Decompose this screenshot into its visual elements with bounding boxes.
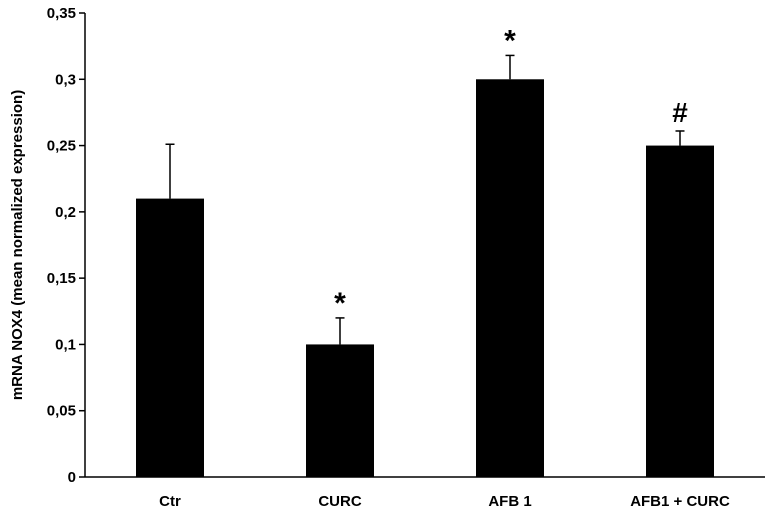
y-tick-label: 0,2 <box>55 204 76 221</box>
significance-marks: * * # <box>334 24 688 319</box>
y-tick-label: 0,15 <box>47 270 76 287</box>
error-bars <box>165 54 685 345</box>
y-tick-label: 0 <box>68 469 76 486</box>
y-ticks <box>79 12 85 478</box>
y-axis-title: mRNA NOX4 (mean normalized expression) <box>9 90 26 400</box>
significance-mark: # <box>672 97 688 128</box>
bar <box>476 79 544 478</box>
y-tick-label: 0,3 <box>55 71 76 88</box>
bar <box>306 344 374 477</box>
x-tick-label: CURC <box>318 493 361 510</box>
x-tick-label: AFB 1 <box>488 493 531 510</box>
significance-mark: * <box>504 24 516 57</box>
x-tick-label: Ctr <box>159 493 181 510</box>
bars <box>136 79 714 478</box>
bar <box>136 198 204 477</box>
y-tick-label: 0,35 <box>47 5 76 22</box>
y-tick-labels: 0 0,05 0,1 0,15 0,2 0,25 0,3 0,35 <box>47 5 76 486</box>
significance-mark: * <box>334 287 346 320</box>
y-tick-label: 0,1 <box>55 336 76 353</box>
x-tick-label: AFB1 + CURC <box>630 493 730 510</box>
y-tick-label: 0,25 <box>47 138 76 155</box>
y-tick-label: 0,05 <box>47 403 76 420</box>
x-tick-labels: Ctr CURC AFB 1 AFB1 + CURC <box>159 493 730 510</box>
bar <box>646 145 714 478</box>
